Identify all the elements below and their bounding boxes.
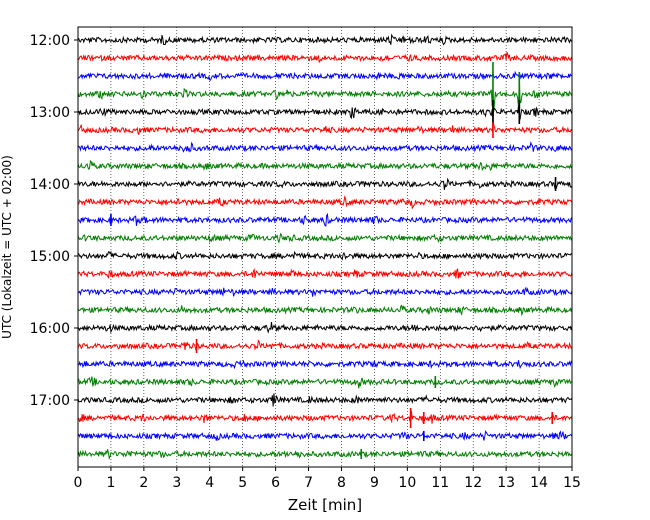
trace-row-11 (77, 233, 573, 244)
x-tick-label-10: 10 (398, 475, 416, 491)
x-tick-label-0: 0 (74, 475, 83, 491)
y-axis: 12:00 13:00 14:00 15:00 16:00 17:00 (30, 33, 78, 409)
x-tick-label-2: 2 (139, 475, 148, 491)
trace-row-18 (77, 359, 573, 370)
trace-row-14 (77, 286, 573, 297)
trace-row-3 (77, 77, 573, 112)
trace-row-9 (77, 195, 573, 210)
plot-frame (77, 26, 573, 468)
trace-row-23 (77, 449, 573, 461)
x-tick-label-14: 14 (530, 475, 548, 491)
x-tick-label-8: 8 (337, 475, 346, 491)
y-tick-label-0: 12:00 (30, 33, 70, 49)
x-tick-label-13: 13 (497, 475, 515, 491)
trace-row-19 (77, 376, 573, 389)
x-axis: 0 1 2 3 4 5 6 7 8 9 10 11 12 13 14 15 (74, 467, 581, 491)
trace-row-10 (77, 212, 573, 227)
x-tick-label-11: 11 (431, 475, 449, 491)
trace-row-4 (77, 105, 573, 122)
trace-row-20 (77, 393, 573, 407)
y-axis-label: UTC (Lokalzeit = UTC + 02:00) (0, 155, 14, 339)
x-tick-label-6: 6 (271, 475, 280, 491)
x-tick-label-15: 15 (563, 475, 581, 491)
x-grid (110, 27, 540, 467)
trace-row-2 (77, 70, 573, 81)
x-tick-label-3: 3 (172, 475, 181, 491)
x-tick-label-7: 7 (304, 475, 313, 491)
trace-row-21 (77, 410, 573, 424)
trace-row-22 (77, 430, 573, 442)
trace-rows (77, 33, 573, 461)
x-tick-label-1: 1 (106, 475, 115, 491)
y-tick-label-2: 14:00 (30, 177, 70, 193)
y-tick-label-3: 15:00 (30, 249, 70, 265)
y-tick-label-4: 16:00 (30, 321, 70, 337)
trace-row-1 (77, 52, 573, 64)
x-tick-label-12: 12 (464, 475, 482, 491)
x-axis-label: Zeit [min] (288, 496, 362, 514)
trace-row-6 (77, 141, 573, 153)
trace-row-7 (77, 159, 573, 172)
y-tick-label-5: 17:00 (30, 393, 70, 409)
trace-row-15 (77, 304, 573, 317)
x-tick-label-5: 5 (238, 475, 247, 491)
y-tick-label-1: 13:00 (30, 105, 70, 121)
trace-row-5 (77, 123, 573, 135)
trace-row-13 (77, 268, 573, 279)
trace-row-0 (77, 33, 573, 46)
x-tick-label-9: 9 (370, 475, 379, 491)
x-tick-label-4: 4 (205, 475, 214, 491)
trace-row-16 (77, 321, 573, 334)
trace-row-12 (77, 250, 573, 261)
trace-row-17 (77, 339, 573, 351)
plot-background (78, 27, 572, 467)
trace-row-8 (77, 177, 573, 190)
